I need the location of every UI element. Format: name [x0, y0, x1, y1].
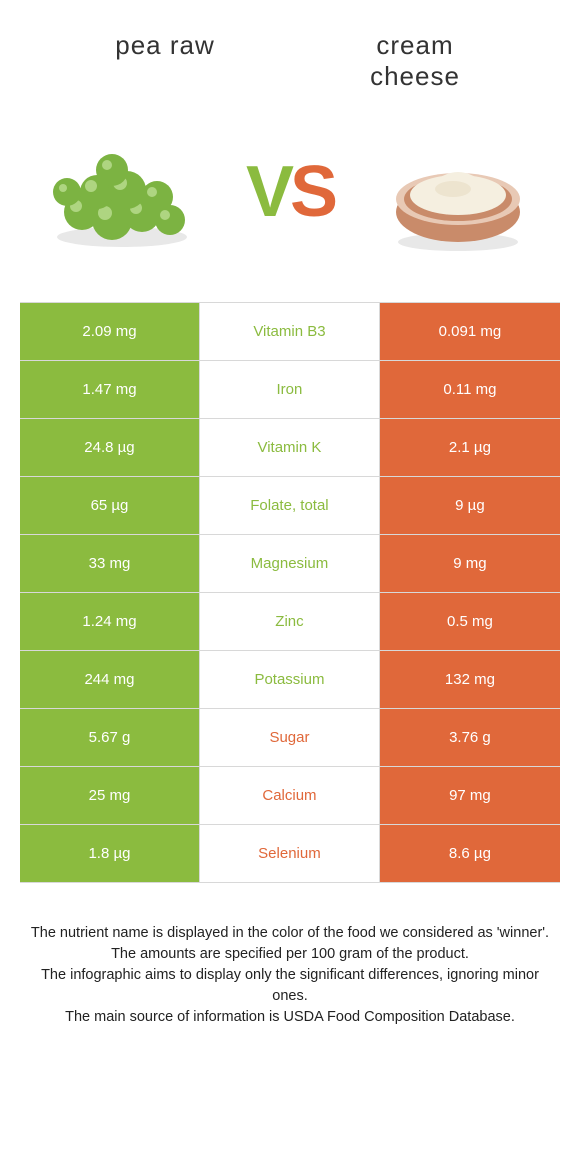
vs-label: VS — [246, 151, 334, 233]
header: pea raw cream cheese — [0, 0, 580, 102]
peas-icon — [42, 122, 202, 262]
nutrient-name: Sugar — [200, 709, 380, 766]
left-value: 1.47 mg — [20, 361, 200, 418]
left-value: 1.24 mg — [20, 593, 200, 650]
table-row: 33 mgMagnesium9 mg — [20, 535, 560, 593]
table-row: 65 µgFolate, total9 µg — [20, 477, 560, 535]
nutrient-name: Magnesium — [200, 535, 380, 592]
footer-line-1: The nutrient name is displayed in the co… — [30, 923, 550, 944]
left-value: 244 mg — [20, 651, 200, 708]
table-row: 1.47 mgIron0.11 mg — [20, 361, 560, 419]
left-value: 25 mg — [20, 767, 200, 824]
table-row: 1.8 µgSelenium8.6 µg — [20, 825, 560, 883]
right-value: 0.091 mg — [380, 303, 560, 360]
footer-line-4: The main source of information is USDA F… — [30, 1007, 550, 1028]
nutrient-name: Vitamin B3 — [200, 303, 380, 360]
right-value: 8.6 µg — [380, 825, 560, 882]
right-value: 0.5 mg — [380, 593, 560, 650]
left-food-title: pea raw — [40, 30, 290, 61]
table-row: 244 mgPotassium132 mg — [20, 651, 560, 709]
table-row: 5.67 gSugar3.76 g — [20, 709, 560, 767]
right-food-title: cream cheese — [290, 30, 540, 92]
nutrient-name: Potassium — [200, 651, 380, 708]
left-value: 5.67 g — [20, 709, 200, 766]
left-value: 33 mg — [20, 535, 200, 592]
table-row: 25 mgCalcium97 mg — [20, 767, 560, 825]
nutrient-name: Zinc — [200, 593, 380, 650]
footer-line-3: The infographic aims to display only the… — [30, 965, 550, 1007]
right-value: 3.76 g — [380, 709, 560, 766]
nutrient-name: Calcium — [200, 767, 380, 824]
vs-row: VS — [0, 102, 580, 302]
header-left: pea raw — [40, 30, 290, 92]
vs-s: S — [290, 151, 334, 233]
right-value: 132 mg — [380, 651, 560, 708]
right-value: 2.1 µg — [380, 419, 560, 476]
right-value: 9 mg — [380, 535, 560, 592]
nutrient-table: 2.09 mgVitamin B30.091 mg1.47 mgIron0.11… — [20, 302, 560, 883]
right-value: 0.11 mg — [380, 361, 560, 418]
nutrient-name: Iron — [200, 361, 380, 418]
cream-cheese-icon — [378, 122, 538, 262]
footer-notes: The nutrient name is displayed in the co… — [0, 883, 580, 1028]
nutrient-name: Vitamin K — [200, 419, 380, 476]
nutrient-name: Folate, total — [200, 477, 380, 534]
header-right: cream cheese — [290, 30, 540, 92]
left-value: 24.8 µg — [20, 419, 200, 476]
nutrient-name: Selenium — [200, 825, 380, 882]
table-row: 2.09 mgVitamin B30.091 mg — [20, 303, 560, 361]
vs-v: V — [246, 151, 290, 233]
left-value: 65 µg — [20, 477, 200, 534]
right-value: 9 µg — [380, 477, 560, 534]
table-row: 1.24 mgZinc0.5 mg — [20, 593, 560, 651]
left-value: 1.8 µg — [20, 825, 200, 882]
right-value: 97 mg — [380, 767, 560, 824]
left-value: 2.09 mg — [20, 303, 200, 360]
footer-line-2: The amounts are specified per 100 gram o… — [30, 944, 550, 965]
table-row: 24.8 µgVitamin K2.1 µg — [20, 419, 560, 477]
